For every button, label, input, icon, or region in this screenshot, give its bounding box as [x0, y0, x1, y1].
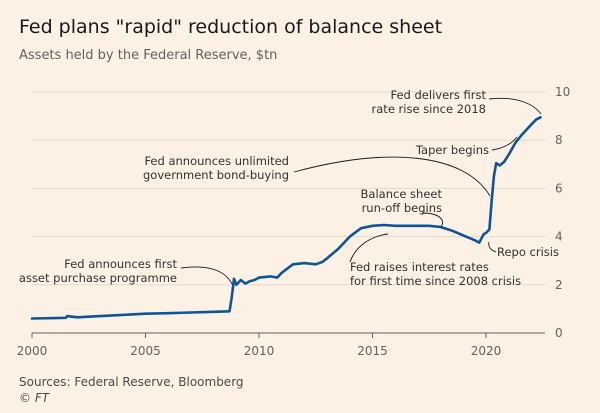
sources-note: Sources: Federal Reserve, Bloomberg	[19, 375, 244, 389]
annotation-text-6-2: for first time since 2008 crisis	[350, 274, 521, 288]
y-tick-label-2: 2	[555, 278, 563, 292]
annotation-leader-5	[488, 241, 497, 253]
annotation-text-6-1: Fed raises interest rates	[350, 260, 489, 274]
annotation-text-4-2: run-off begins	[362, 201, 442, 215]
y-tick-label-6: 6	[555, 181, 563, 195]
ft-credit: © FT	[19, 391, 50, 405]
annotation-leader-2	[491, 136, 518, 151]
annotation-text-1-1: Fed delivers first	[390, 88, 486, 102]
annotation-text-5-1: Repo crisis	[497, 245, 559, 259]
y-tick-label-8: 8	[555, 133, 563, 147]
x-tick-label-2010: 2010	[244, 344, 275, 358]
annotation-text-1-2: rate rise since 2018	[372, 102, 486, 116]
annotation-text-3-2: government bond-buying	[143, 168, 289, 182]
x-tick-label-2015: 2015	[357, 344, 388, 358]
annotation-leader-6	[349, 233, 389, 263]
annotation-leader-4	[421, 212, 443, 228]
annotation-text-3-1: Fed announces unlimited	[144, 154, 289, 168]
annotation-text-7-1: Fed announces first	[64, 257, 177, 271]
chart-subtitle: Assets held by the Federal Reserve, $tn	[19, 48, 278, 63]
series-line-fed-assets	[30, 116, 542, 320]
footer: Sources: Federal Reserve, Bloomberg © FT	[19, 374, 244, 406]
annotation-text-4-1: Balance sheet	[361, 187, 443, 201]
chart-title: Fed plans "rapid" reduction of balance s…	[19, 16, 443, 38]
x-tick-label-2005: 2005	[130, 344, 161, 358]
y-tick-label-10: 10	[555, 85, 570, 99]
y-tick-label-4: 4	[555, 230, 563, 244]
annotation-leader-7	[180, 266, 233, 285]
annotation-leader-1	[488, 97, 542, 115]
x-tick-label-2020: 2020	[471, 344, 502, 358]
x-tick-label-2000: 2000	[17, 344, 48, 358]
y-tick-label-0: 0	[555, 326, 563, 340]
annotation-text-2-1: Taper begins	[415, 143, 489, 157]
annotation-leader-3	[293, 156, 491, 197]
annotation-text-7-2: asset purchase programme	[19, 271, 177, 285]
